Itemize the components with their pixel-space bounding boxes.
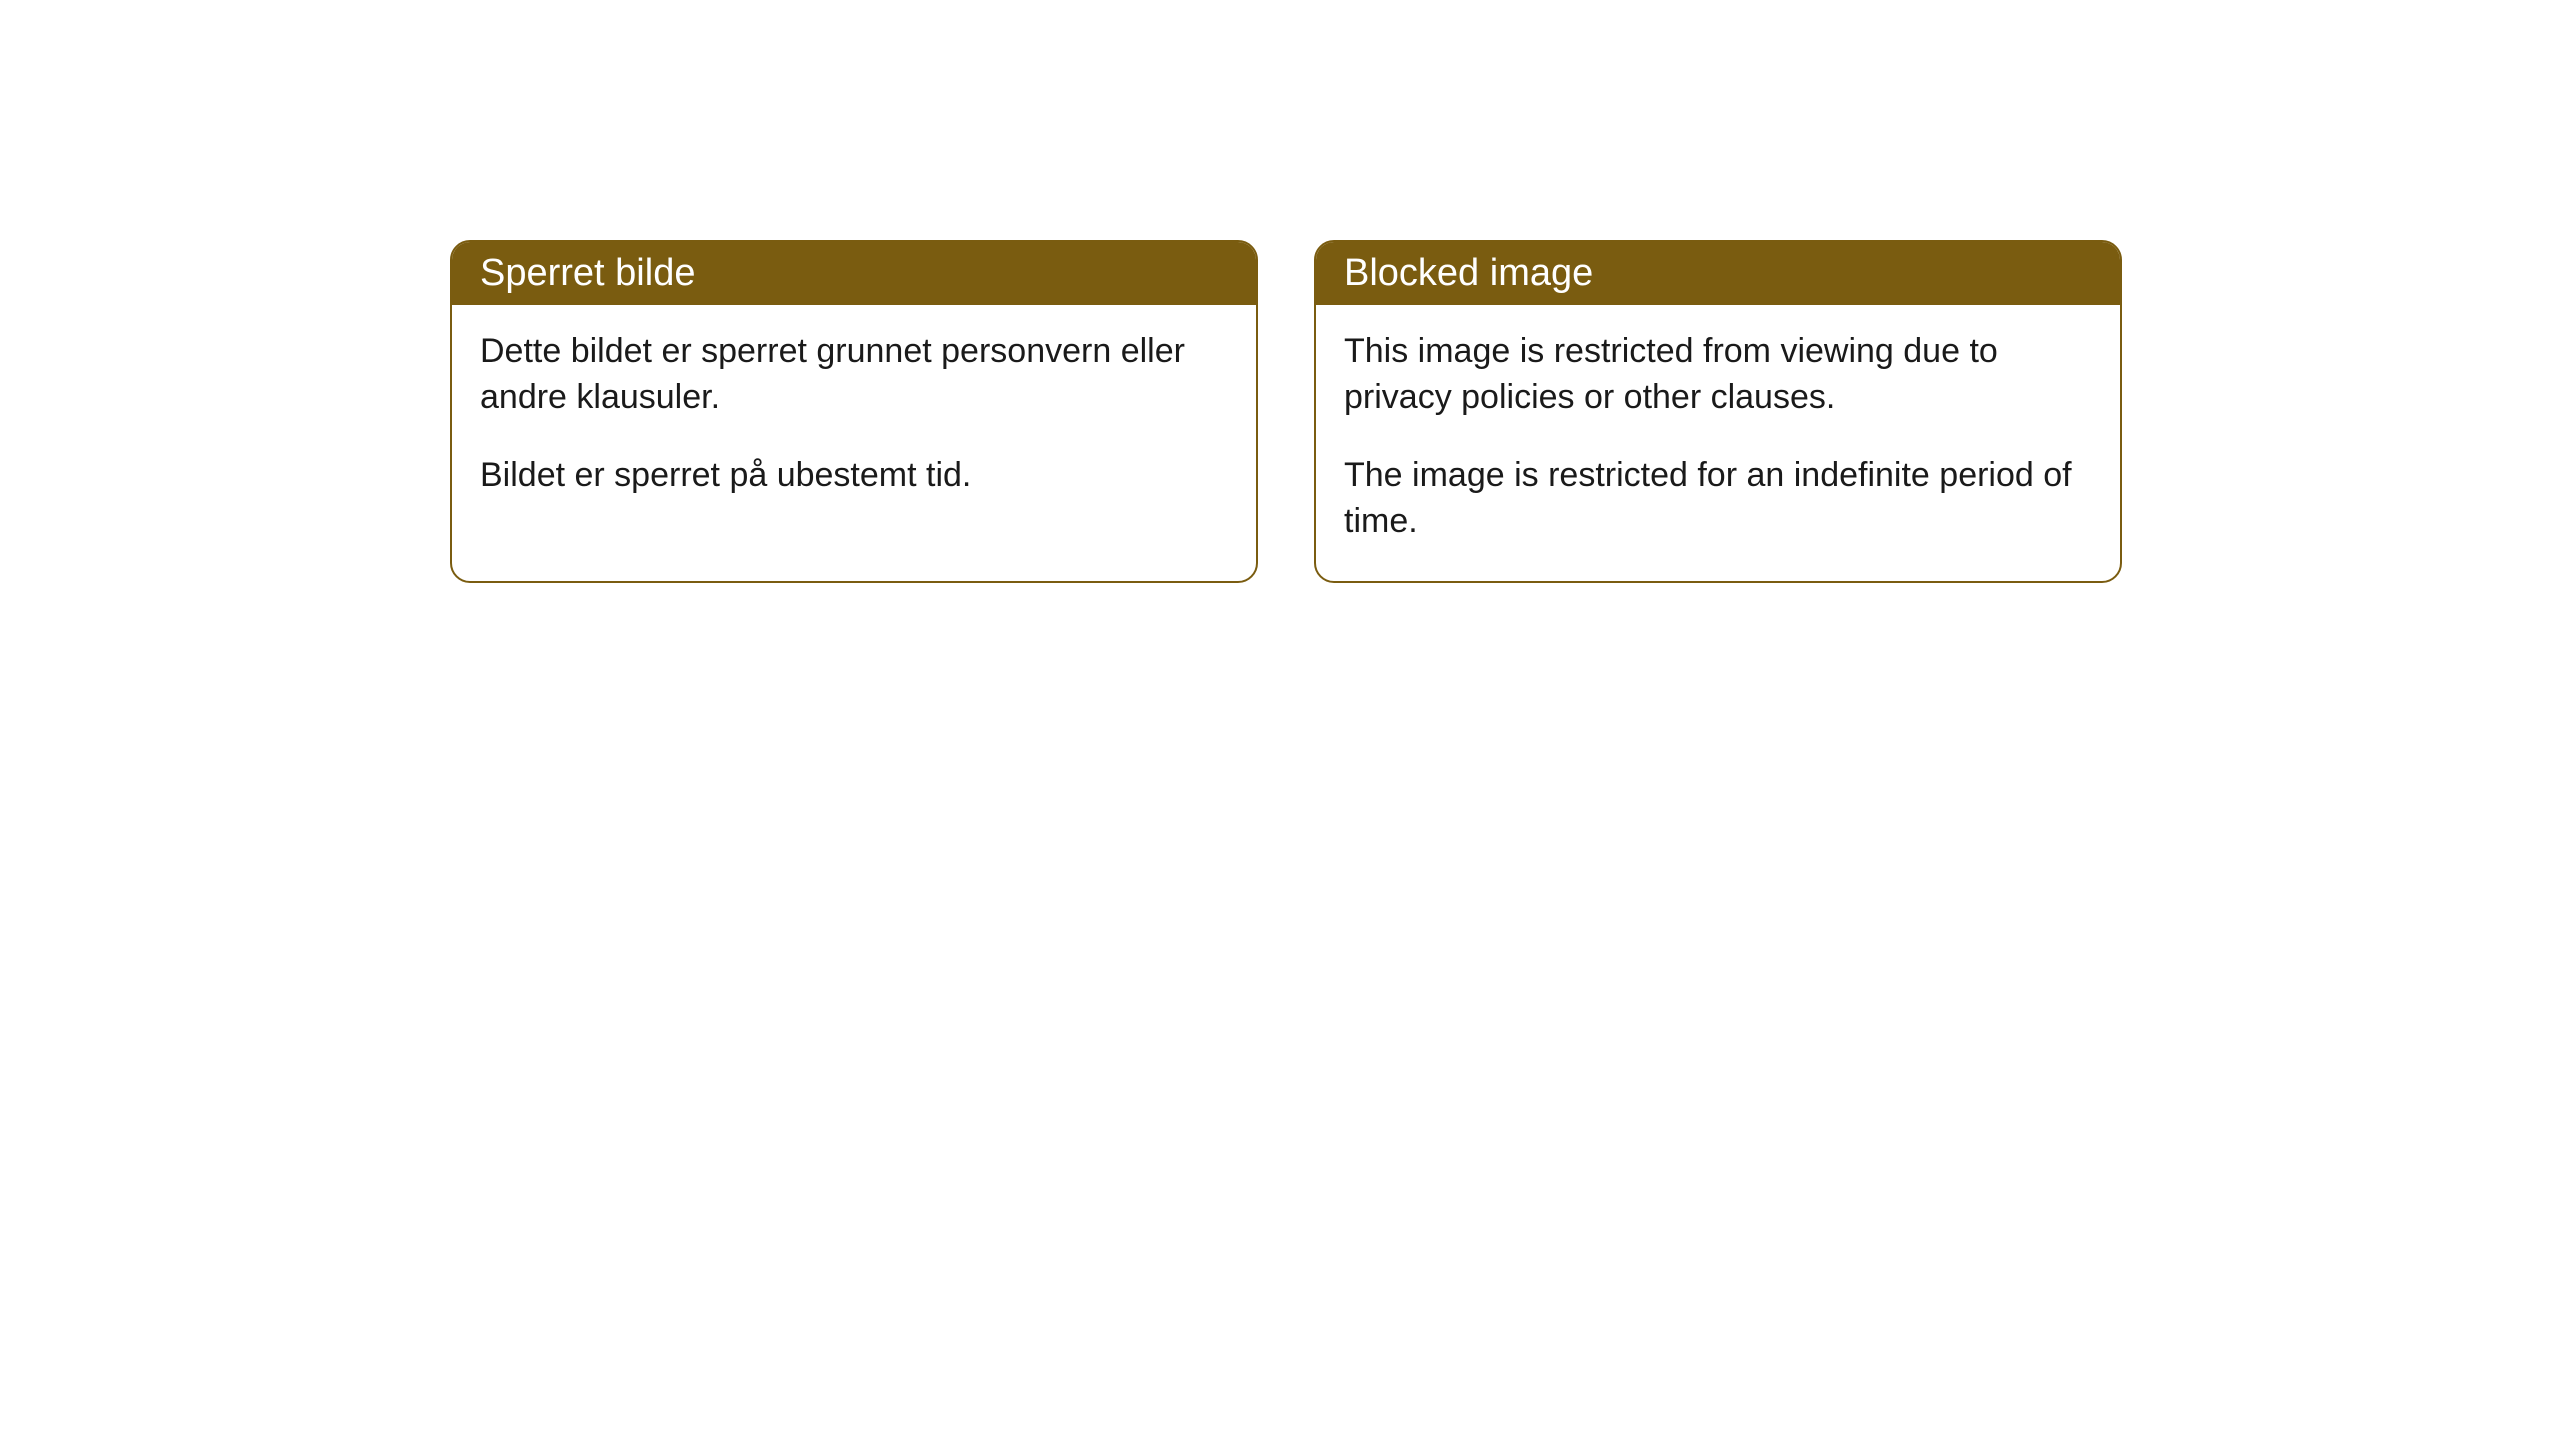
notice-header-norwegian: Sperret bilde xyxy=(452,242,1256,305)
notice-body-english: This image is restricted from viewing du… xyxy=(1316,305,2120,581)
notice-paragraph-1: Dette bildet er sperret grunnet personve… xyxy=(480,329,1228,421)
notice-paragraph-2: The image is restricted for an indefinit… xyxy=(1344,453,2092,545)
notice-paragraph-1: This image is restricted from viewing du… xyxy=(1344,329,2092,421)
notice-body-norwegian: Dette bildet er sperret grunnet personve… xyxy=(452,305,1256,535)
notice-header-english: Blocked image xyxy=(1316,242,2120,305)
notice-paragraph-2: Bildet er sperret på ubestemt tid. xyxy=(480,453,1228,499)
notice-cards-container: Sperret bilde Dette bildet er sperret gr… xyxy=(450,240,2122,583)
notice-card-norwegian: Sperret bilde Dette bildet er sperret gr… xyxy=(450,240,1258,583)
notice-card-english: Blocked image This image is restricted f… xyxy=(1314,240,2122,583)
